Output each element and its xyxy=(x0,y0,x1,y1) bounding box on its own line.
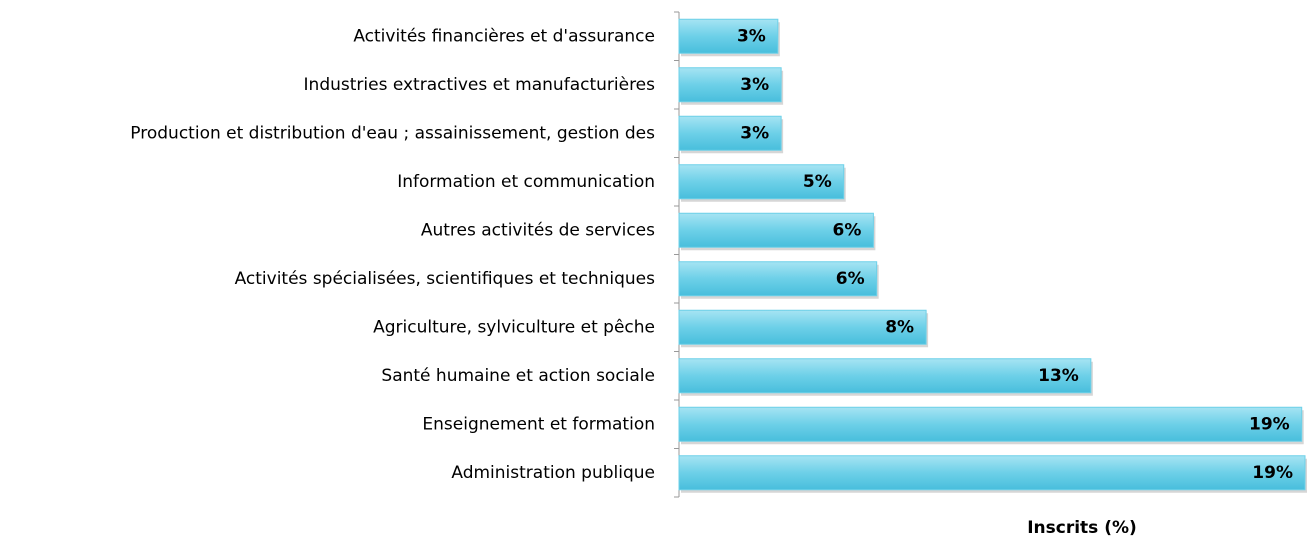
y-tick-label: Production et distribution d'eau ; assai… xyxy=(130,123,655,143)
y-tick-label: Activités financières et d'assurance xyxy=(353,26,655,46)
data-label: 3% xyxy=(740,75,769,95)
y-tick-label: Information et communication xyxy=(397,172,655,192)
data-label: 5% xyxy=(803,172,832,192)
y-tick-label: Autres activités de services xyxy=(421,220,655,240)
bar xyxy=(678,115,782,151)
data-label: 3% xyxy=(740,123,769,143)
bar xyxy=(678,18,779,54)
data-label: 8% xyxy=(885,317,914,337)
bar xyxy=(678,67,782,103)
bar xyxy=(678,164,845,200)
bar xyxy=(678,455,1306,491)
data-label: 13% xyxy=(1038,366,1079,386)
bar xyxy=(678,406,1303,442)
data-label: 19% xyxy=(1252,463,1293,483)
y-tick-label: Industries extractives et manufacturière… xyxy=(304,75,656,95)
bar xyxy=(678,309,927,345)
y-tick-label: Agriculture, sylviculture et pêche xyxy=(373,317,655,337)
y-tick-label: Santé humaine et action sociale xyxy=(381,366,655,386)
bar xyxy=(678,358,1092,394)
y-tick-label: Enseignement et formation xyxy=(422,414,655,434)
bar xyxy=(678,212,874,248)
data-label: 6% xyxy=(833,220,862,240)
y-tick-label: Administration publique xyxy=(451,463,655,483)
data-label: 19% xyxy=(1249,414,1290,434)
y-tick-label: Activités spécialisées, scientifiques et… xyxy=(235,269,656,289)
bar xyxy=(678,261,878,297)
data-label: 3% xyxy=(737,26,766,46)
x-axis-title: Inscrits (%) xyxy=(1027,518,1137,538)
data-label: 6% xyxy=(836,269,865,289)
